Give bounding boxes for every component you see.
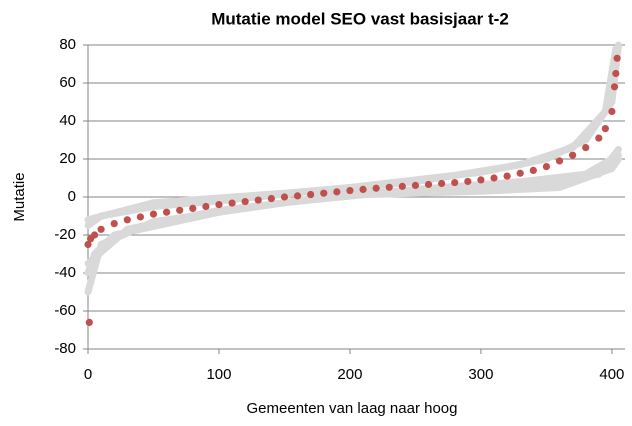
- y-tick-label: -60: [54, 302, 76, 319]
- scatter-point: [333, 188, 341, 196]
- x-tick-label: 0: [84, 366, 92, 383]
- scatter-point: [490, 174, 498, 182]
- scatter-point: [176, 206, 184, 214]
- scatter-point: [610, 83, 619, 91]
- scatter-point: [438, 179, 446, 188]
- y-tick-label: -20: [54, 226, 76, 243]
- scatter-point: [613, 54, 621, 62]
- scatter-point: [228, 199, 236, 207]
- scatter-point: [293, 192, 302, 200]
- y-tick-label: 60: [59, 74, 76, 91]
- y-tick-label: 0: [68, 188, 76, 205]
- scatter-point: [411, 181, 420, 190]
- scatter-point: [359, 185, 367, 193]
- scatter-point: [516, 169, 524, 177]
- scatter-point: [601, 125, 609, 133]
- scatter-point: [110, 220, 118, 228]
- scatter-point: [385, 183, 393, 191]
- scatter-band: [84, 45, 620, 224]
- x-axis-label: Gemeenten van laag naar hoog: [247, 400, 458, 417]
- y-tick-label: 40: [59, 112, 76, 129]
- chart-title: Mutatie model SEO vast basisjaar t-2: [211, 9, 509, 28]
- y-tick-label: -40: [54, 264, 76, 281]
- scatter-point: [503, 172, 511, 180]
- scatter-point: [241, 197, 249, 206]
- scatter-point: [280, 193, 289, 201]
- scatter-point: [189, 204, 197, 212]
- scatter-point: [307, 190, 315, 199]
- scatter-point: [464, 177, 472, 186]
- scatter-point: [97, 225, 105, 233]
- scatter-point: [320, 189, 328, 197]
- scatter-point: [215, 201, 223, 209]
- scatter-point: [608, 107, 616, 116]
- scatter-point: [136, 213, 144, 221]
- scatter-point: [202, 202, 210, 211]
- scatter-point: [529, 166, 537, 174]
- scatter-point: [90, 231, 99, 239]
- y-tick-label: 80: [59, 36, 76, 53]
- scatter-point: [582, 144, 590, 152]
- scatter-point: [612, 69, 620, 78]
- scatter-point: [149, 210, 158, 218]
- scatter-point: [162, 208, 171, 216]
- x-tick-label: 400: [599, 366, 624, 383]
- x-tick-label: 200: [337, 366, 362, 383]
- scatter-point: [346, 186, 354, 195]
- y-tick-label: 20: [59, 150, 76, 167]
- scatter-point: [372, 184, 380, 192]
- scatter-point: [123, 216, 131, 224]
- scatter-point: [424, 180, 433, 189]
- scatter-band: [84, 151, 622, 296]
- scatter-point: [542, 163, 551, 171]
- y-tick-label: -80: [54, 340, 76, 357]
- scatter-point: [254, 196, 262, 204]
- scatter-point: [267, 194, 275, 203]
- scatter-point: [451, 178, 459, 187]
- y-axis-label: Mutatie: [11, 172, 28, 221]
- scatter-point: [84, 240, 92, 249]
- scatter-point: [595, 134, 603, 142]
- scatter-point: [85, 318, 93, 326]
- scatter-point: [569, 151, 577, 159]
- scatter-point: [477, 176, 485, 184]
- scatter-point: [555, 157, 564, 165]
- x-tick-label: 300: [468, 366, 493, 383]
- x-tick-label: 100: [206, 366, 231, 383]
- scatter-point: [398, 182, 406, 190]
